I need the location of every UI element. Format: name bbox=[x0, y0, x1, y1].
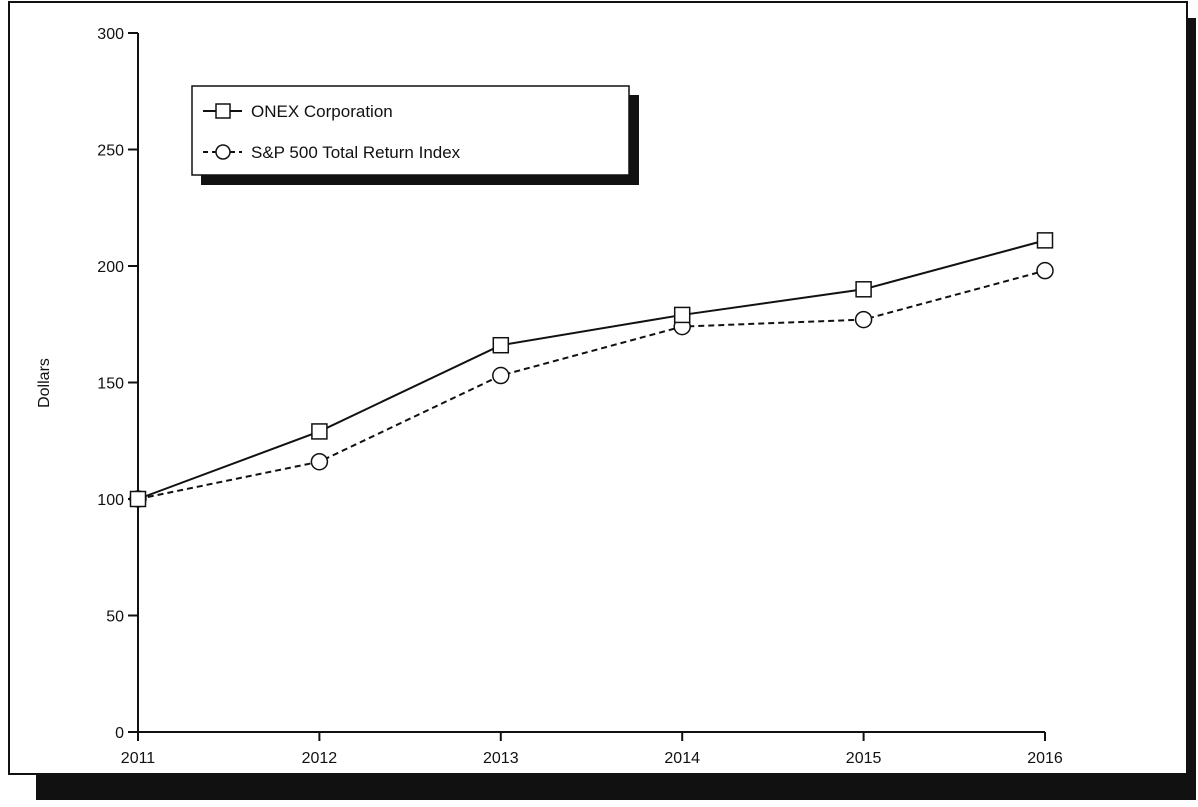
legend-circle-marker bbox=[215, 144, 231, 160]
data-point-circle bbox=[854, 310, 873, 329]
data-point-square bbox=[129, 490, 147, 508]
legend-square-marker bbox=[215, 103, 231, 119]
y-tick-label: 100 bbox=[97, 492, 124, 509]
legend-item-onex: ONEX Corporation bbox=[203, 102, 393, 121]
x-ticks: 2011 2012 2013 2014 2015 2016 bbox=[121, 732, 1063, 767]
data-point-square bbox=[492, 336, 510, 354]
y-tick-label: 0 bbox=[115, 725, 124, 742]
y-tick-label: 300 bbox=[97, 26, 124, 43]
data-point-square bbox=[855, 281, 872, 298]
x-tick-label: 2016 bbox=[1027, 750, 1063, 767]
legend-label-sp500: S&P 500 Total Return Index bbox=[251, 143, 461, 162]
series-line bbox=[137, 239, 1046, 500]
series-line bbox=[137, 269, 1046, 500]
y-tick-label: 250 bbox=[97, 143, 124, 160]
x-tick-label: 2011 bbox=[121, 750, 156, 767]
series-onex bbox=[129, 232, 1054, 508]
legend: ONEX Corporation S&P 500 Total Return In… bbox=[191, 85, 639, 185]
data-point-square bbox=[311, 423, 328, 440]
y-tick-label: 150 bbox=[97, 376, 124, 393]
legend-label-onex: ONEX Corporation bbox=[251, 102, 393, 121]
y-tick-label: 50 bbox=[106, 609, 124, 626]
x-tick-label: 2013 bbox=[483, 750, 519, 767]
series-layer bbox=[129, 232, 1054, 508]
y-axis-label: Dollars bbox=[36, 358, 53, 408]
y-tick-label: 200 bbox=[97, 259, 124, 276]
x-tick-label: 2014 bbox=[664, 750, 700, 767]
data-point-circle bbox=[1036, 261, 1054, 280]
data-point-square bbox=[1036, 232, 1054, 249]
legend-item-sp500: S&P 500 Total Return Index bbox=[203, 143, 461, 162]
legend-box bbox=[191, 85, 630, 176]
x-tick-label: 2015 bbox=[846, 750, 882, 767]
data-point-circle bbox=[310, 452, 329, 471]
y-ticks: 0 50 100 150 200 250 300 bbox=[97, 26, 138, 742]
x-tick-label: 2012 bbox=[302, 750, 338, 767]
data-point-square bbox=[673, 306, 691, 324]
data-point-circle bbox=[492, 366, 510, 385]
